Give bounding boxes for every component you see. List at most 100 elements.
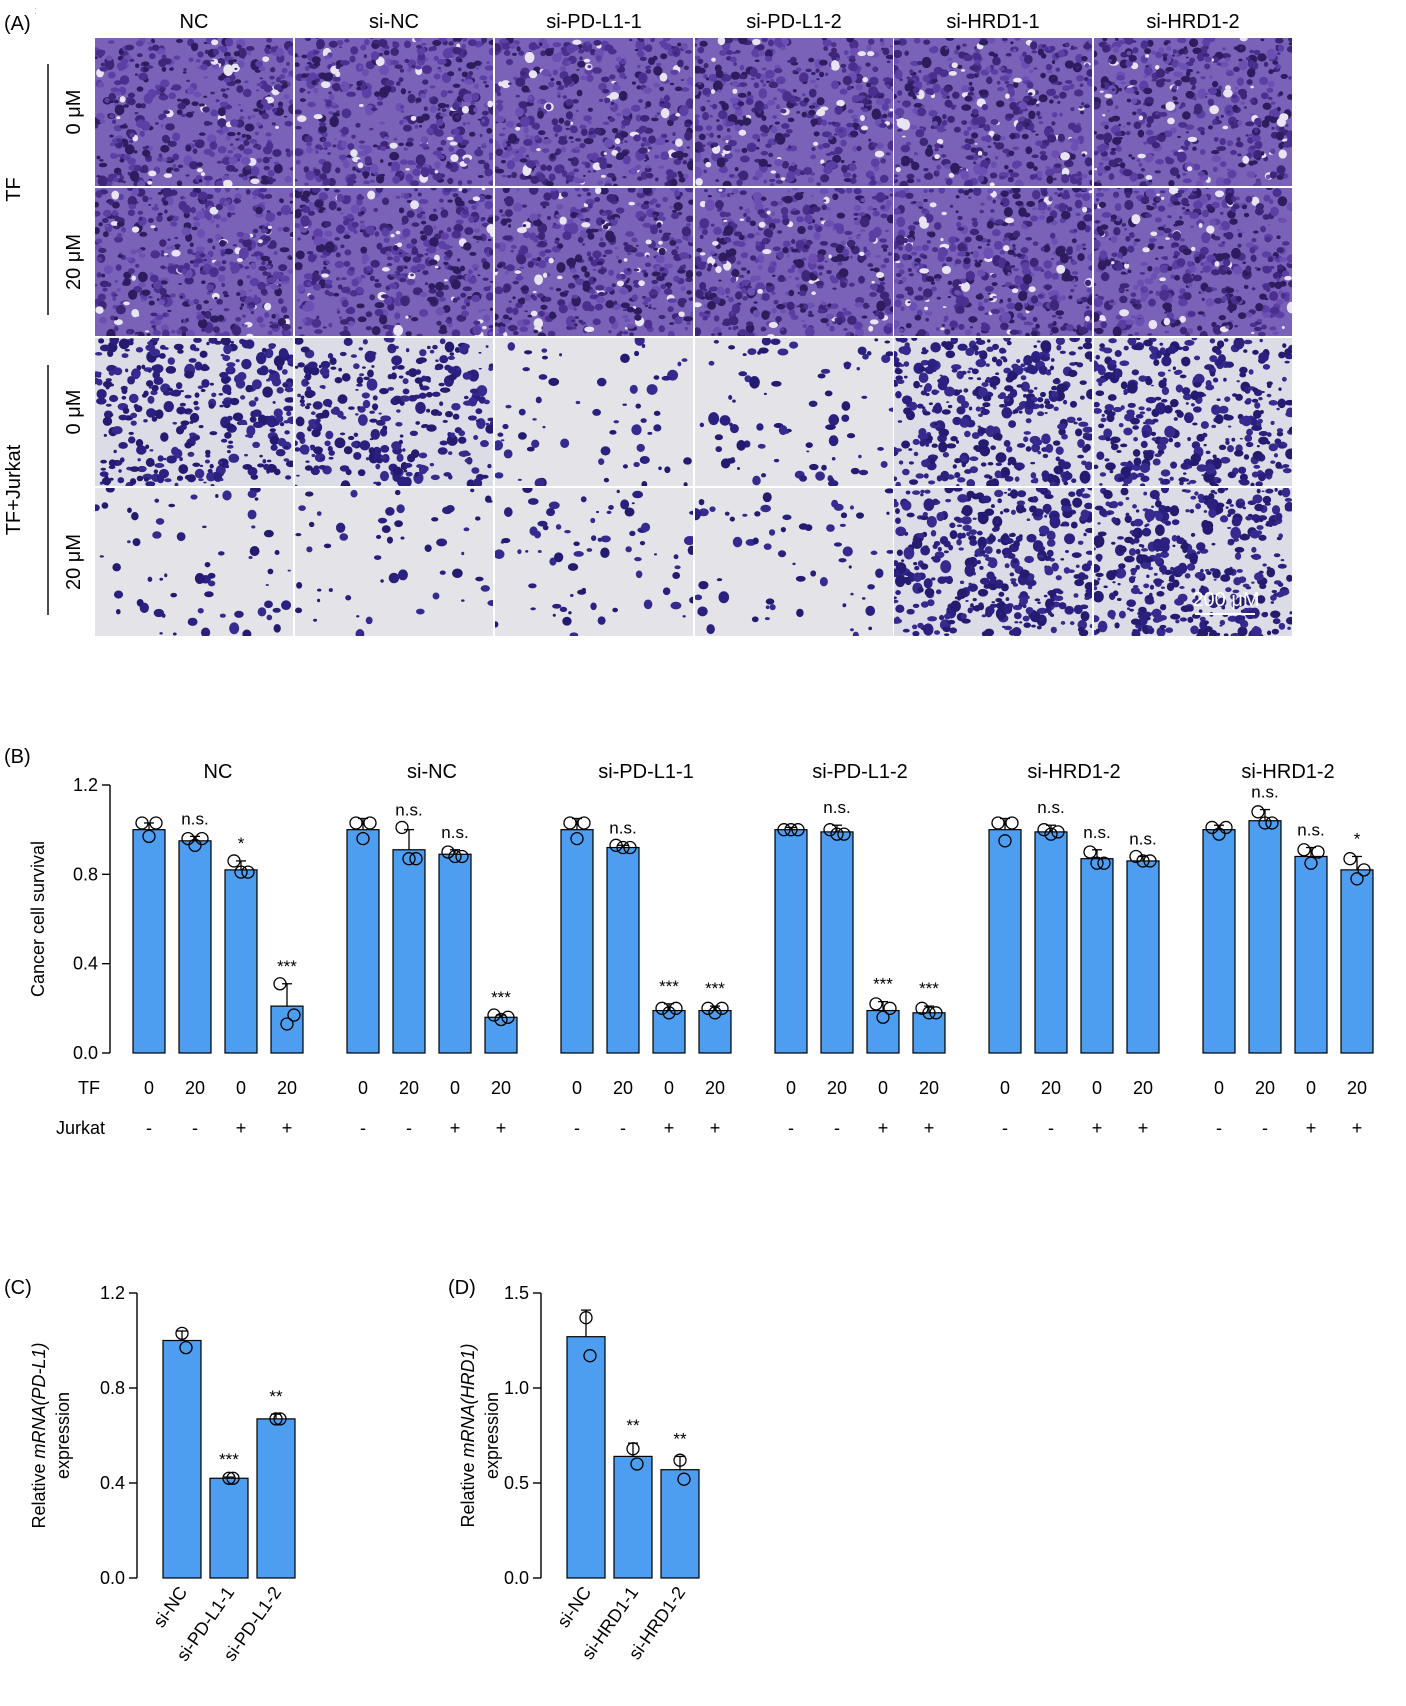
stained-cell <box>411 222 420 227</box>
stained-cell <box>1158 46 1165 54</box>
stained-cell <box>601 212 607 217</box>
stained-cell <box>869 292 877 298</box>
stained-cell <box>651 271 661 277</box>
column-headers: NC si-NC si-PD-L1-1 si-PD-L1-2 si-HRD1-1 si-H… <box>180 11 1240 33</box>
stained-cell <box>653 217 658 221</box>
stained-cell <box>1165 66 1174 72</box>
stained-cell <box>452 46 462 55</box>
stained-cell <box>399 277 406 283</box>
stained-cell <box>1051 238 1058 245</box>
stained-cell <box>189 242 194 248</box>
stained-cell <box>196 168 203 173</box>
stained-cell <box>912 95 917 100</box>
stained-cell <box>516 254 527 265</box>
stained-cell <box>866 44 872 51</box>
stained-cell <box>868 325 874 332</box>
stained-cell <box>1004 165 1009 170</box>
stained-cell <box>850 332 855 336</box>
stained-cell <box>942 114 947 120</box>
stained-cell <box>390 47 399 56</box>
stained-cell <box>605 222 613 227</box>
stained-cell <box>185 144 192 152</box>
stained-cell <box>743 213 747 217</box>
column-header: si-PD-L1-2 <box>746 11 842 33</box>
stained-cell <box>977 150 983 157</box>
stained-cell <box>540 164 547 171</box>
stained-cell <box>911 161 920 171</box>
stained-cell <box>1077 57 1082 62</box>
stained-cell <box>1013 48 1017 53</box>
stained-cell <box>775 179 784 184</box>
stained-cell <box>968 86 972 90</box>
stained-cell <box>438 296 446 302</box>
stained-cell <box>735 291 742 300</box>
stained-cell <box>1094 168 1098 171</box>
stained-cell <box>1164 156 1171 163</box>
stained-cell <box>499 209 503 214</box>
stained-cell <box>215 99 220 103</box>
stained-cell <box>716 119 720 122</box>
stained-cell <box>631 237 638 243</box>
stained-cell <box>400 195 404 198</box>
stained-cell <box>592 169 597 173</box>
stained-cell <box>595 284 605 291</box>
stained-cell <box>111 209 119 217</box>
stained-cell <box>284 175 292 183</box>
stained-cell <box>1047 134 1057 143</box>
stained-cell <box>538 107 542 112</box>
stained-cell <box>835 57 840 62</box>
stained-cell <box>1145 129 1154 136</box>
stained-cell <box>1143 87 1153 95</box>
stained-cell <box>1254 117 1262 126</box>
stained-cell <box>147 41 153 45</box>
stained-cell <box>468 104 477 116</box>
stained-cell <box>295 210 302 219</box>
stained-cell <box>514 152 525 159</box>
stained-cell <box>1212 166 1218 173</box>
stained-cell <box>511 171 518 179</box>
stained-cell <box>919 137 929 147</box>
stained-cell <box>401 215 409 225</box>
stained-cell <box>371 107 378 111</box>
stained-cell <box>423 89 428 93</box>
stained-cell <box>669 322 675 325</box>
stained-cell <box>171 329 176 334</box>
stained-cell <box>874 150 885 158</box>
stained-cell <box>197 318 208 329</box>
stained-cell <box>951 106 956 110</box>
stained-cell <box>857 234 861 236</box>
stained-cell <box>283 93 290 100</box>
stained-cell <box>1094 181 1102 186</box>
stained-cell <box>1178 106 1183 109</box>
stained-cell <box>1041 53 1047 59</box>
stained-cell <box>592 67 602 74</box>
stained-cell <box>594 197 601 203</box>
stained-cell <box>451 329 461 336</box>
stained-cell <box>498 325 506 334</box>
stained-cell <box>791 248 799 253</box>
stained-cell <box>979 39 989 46</box>
stained-cell <box>173 167 180 172</box>
stained-cell <box>505 307 514 314</box>
stained-cell <box>95 56 98 60</box>
stained-cell <box>344 38 350 43</box>
stained-cell <box>816 97 825 106</box>
stained-cell <box>1165 79 1172 83</box>
stained-cell <box>1266 87 1274 93</box>
stained-cell <box>733 62 737 66</box>
stained-cell <box>999 66 1005 72</box>
stained-cell <box>252 196 258 200</box>
stained-cell <box>259 80 268 90</box>
stained-cell <box>166 156 173 162</box>
stained-cell <box>304 135 313 144</box>
stained-cell <box>747 91 752 96</box>
stained-cell <box>733 231 742 237</box>
stained-cell <box>283 115 288 118</box>
stained-cell <box>375 174 385 184</box>
stained-cell <box>429 237 439 248</box>
stained-cell <box>996 80 1001 85</box>
stained-cell <box>158 94 169 101</box>
micrograph <box>894 188 1092 336</box>
stained-cell <box>819 59 828 66</box>
stained-cell <box>695 55 701 60</box>
